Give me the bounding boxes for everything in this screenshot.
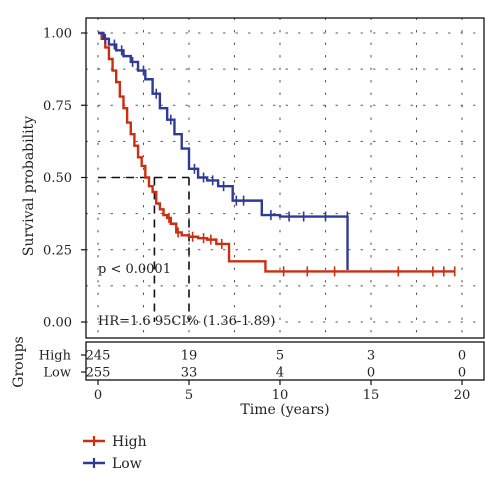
y-tick-label: 0.75 [43, 99, 72, 114]
risk-count: 0 [367, 366, 375, 381]
risk-count: 3 [367, 349, 375, 364]
median-lines [98, 176, 190, 322]
x-tick-label: 0 [94, 388, 102, 403]
curve-high [98, 31, 455, 273]
survival-curves [98, 31, 456, 277]
y-axis-title: Survival probability [21, 116, 37, 256]
legend-label: Low [112, 456, 142, 472]
y-axis: 0.00 0.25 0.50 0.75 1.00 [43, 27, 86, 331]
risk-count: 255 [86, 366, 111, 381]
risk-count: 33 [181, 366, 198, 381]
y-tick-label: 1.00 [43, 27, 72, 42]
x-tick-label: 20 [454, 388, 471, 403]
y-tick-label: 0.25 [43, 243, 72, 258]
risk-count: 19 [181, 349, 198, 364]
risk-row-label: High [39, 349, 72, 364]
risk-count: 5 [276, 349, 284, 364]
risk-count: 0 [458, 366, 466, 381]
x-tick-label: 5 [185, 388, 193, 403]
x-tick-label: 15 [363, 388, 380, 403]
curve-low [98, 31, 349, 270]
risk-table: High 245 19 5 3 0 Low 255 33 4 0 0 [39, 349, 466, 381]
risk-table-title: Groups [11, 336, 27, 387]
risk-count: 4 [276, 366, 284, 381]
x-axis-title: Time (years) [240, 402, 329, 418]
y-tick-label: 0.50 [43, 171, 72, 186]
x-tick-label: 10 [272, 388, 289, 403]
x-axis: 0 5 10 15 20 [94, 380, 470, 403]
pvalue-annotation: p < 0.0001 [98, 262, 171, 277]
y-tick-label: 0.00 [43, 316, 72, 331]
legend-label: High [112, 434, 147, 450]
risk-row-label: Low [43, 366, 71, 381]
risk-count: 245 [86, 349, 111, 364]
legend: High Low [83, 434, 147, 472]
risk-count: 0 [458, 349, 466, 364]
hr-annotation: HR=1.6 95CI% (1.36-1.89) [98, 314, 275, 329]
risk-table-panel [85, 341, 485, 381]
